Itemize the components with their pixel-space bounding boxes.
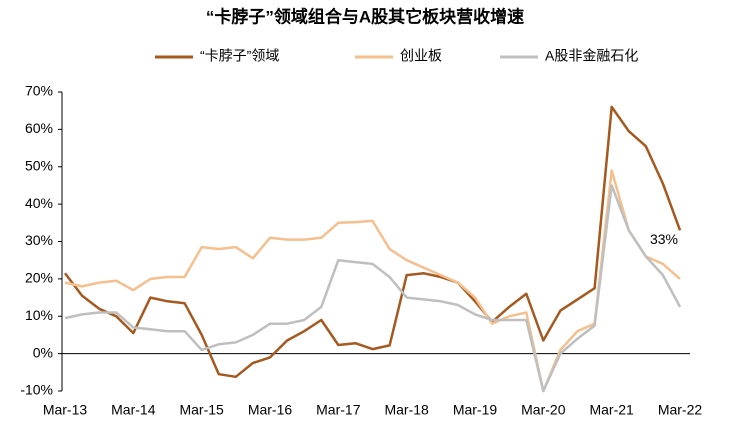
x-tick-label: Mar-20 [521,402,566,418]
x-tick-label: Mar-17 [316,402,361,418]
x-tick-label: Mar-13 [43,402,88,418]
x-tick-label: Mar-22 [658,402,703,418]
y-tick-label: 20% [25,270,53,286]
chart-title: “卡脖子”领域组合与A股其它板块营收增速 [206,6,524,26]
series-line [64,105,682,379]
x-tick-label: Mar-14 [111,402,156,418]
y-tick-label: 70% [25,83,53,99]
legend-label: “卡脖子”领域 [200,48,279,64]
legend-label: A股非金融石化 [545,48,638,64]
series-line [64,184,682,393]
x-tick-label: Mar-21 [589,402,634,418]
x-tick-label: Mar-18 [384,402,429,418]
y-tick-label: 0% [33,344,53,360]
y-tick-label: -10% [20,382,53,398]
value-label: 33% [650,231,678,247]
x-tick-label: Mar-15 [179,402,224,418]
legend-label: 创业板 [400,48,442,64]
y-tick-label: 30% [25,232,53,248]
y-tick-label: 60% [25,120,53,136]
series-line [64,169,681,393]
y-tick-label: 40% [25,195,53,211]
x-tick-label: Mar-16 [248,402,293,418]
y-tick-label: 10% [25,307,53,323]
x-tick-label: Mar-19 [453,402,498,418]
y-tick-label: 50% [25,157,53,173]
